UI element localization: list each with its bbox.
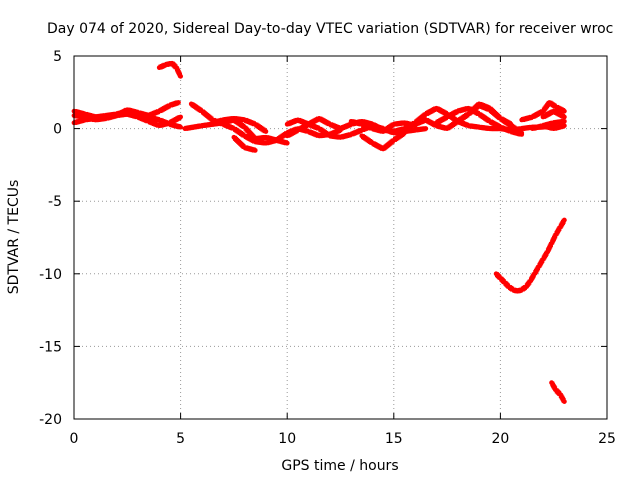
data-point	[178, 73, 184, 79]
data-point	[423, 126, 429, 131]
data-point	[561, 123, 567, 129]
data-point	[561, 118, 567, 124]
series-sat-v	[549, 380, 567, 404]
plot-frame	[73, 55, 608, 420]
y-tick-label: -15	[39, 339, 62, 355]
y-tick-label: -20	[39, 412, 62, 428]
y-tick-label: 0	[53, 122, 62, 138]
data-point	[561, 114, 567, 120]
data-series	[71, 60, 567, 404]
series-sat-h	[231, 134, 258, 153]
data-point	[178, 124, 184, 130]
series-sat-g	[210, 116, 269, 134]
y-tick-label: 5	[53, 49, 62, 65]
x-tick-label: 15	[385, 431, 403, 447]
series-sat-t	[540, 123, 567, 131]
axis-ticks: 0 5 10 15 20 25 -20 -15 -10 -5 0 5	[39, 49, 616, 447]
data-point	[176, 100, 181, 105]
data-point	[561, 108, 567, 114]
data-point	[519, 130, 525, 136]
series-sat-s	[540, 108, 567, 120]
series-sat-k	[359, 130, 407, 152]
data-point	[561, 217, 567, 223]
x-tick-label: 10	[278, 431, 296, 447]
chart-title: Day 074 of 2020, Sidereal Day-to-day VTE…	[47, 21, 613, 37]
data-point	[561, 399, 567, 404]
data-point	[252, 147, 258, 153]
data-point	[178, 114, 184, 120]
x-tick-label: 0	[70, 431, 79, 447]
x-tick-label: 25	[598, 431, 616, 447]
data-point	[284, 140, 290, 146]
x-tick-label: 20	[491, 431, 509, 447]
series-sat-u	[493, 217, 567, 294]
series-sat-c	[71, 107, 184, 130]
y-tick-label: -5	[48, 194, 62, 210]
data-point	[263, 129, 269, 134]
x-axis-label: GPS time / hours	[281, 458, 398, 474]
series-sat-d	[156, 60, 184, 79]
x-tick-label: 5	[176, 431, 185, 447]
y-tick-label: -10	[39, 267, 62, 283]
series-sat-p	[455, 101, 525, 136]
y-axis-label: SDTVAR / TECUs	[6, 180, 22, 295]
series-sat-q	[519, 100, 567, 123]
